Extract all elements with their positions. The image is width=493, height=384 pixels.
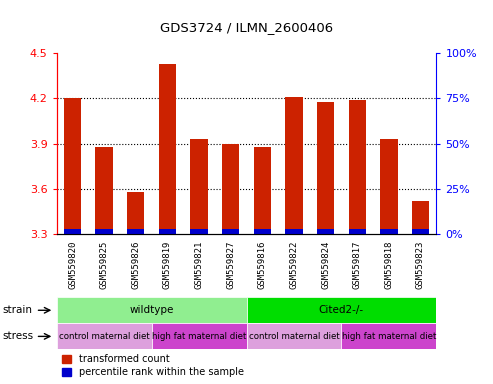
Text: high fat maternal diet: high fat maternal diet (152, 332, 246, 341)
Bar (159, 229, 176, 234)
Text: high fat maternal diet: high fat maternal diet (342, 332, 436, 341)
Bar (57, 297, 246, 323)
Bar (190, 139, 208, 234)
Text: GSM559827: GSM559827 (226, 241, 235, 289)
Text: control maternal diet: control maternal diet (59, 332, 149, 341)
Text: GSM559819: GSM559819 (163, 241, 172, 289)
Bar (222, 229, 240, 234)
Text: GSM559818: GSM559818 (385, 241, 393, 289)
Text: GSM559821: GSM559821 (195, 241, 204, 289)
Bar (190, 229, 208, 234)
Text: GSM559820: GSM559820 (68, 241, 77, 289)
Bar (253, 147, 271, 234)
Bar (285, 97, 303, 234)
Text: strain: strain (2, 305, 33, 315)
Text: GSM559822: GSM559822 (289, 241, 298, 289)
Text: GSM559823: GSM559823 (416, 241, 425, 289)
Bar (64, 98, 81, 234)
Bar (127, 192, 144, 234)
Bar (57, 323, 152, 349)
Bar (246, 323, 341, 349)
Bar (349, 229, 366, 234)
Bar (127, 229, 144, 234)
Bar (222, 144, 240, 234)
Bar (96, 229, 113, 234)
Text: GSM559816: GSM559816 (258, 241, 267, 289)
Bar (380, 139, 397, 234)
Bar (317, 229, 334, 234)
Bar (341, 323, 436, 349)
Bar (253, 229, 271, 234)
Legend: transformed count, percentile rank within the sample: transformed count, percentile rank withi… (62, 354, 244, 377)
Bar (380, 229, 397, 234)
Bar (96, 147, 113, 234)
Bar (159, 64, 176, 234)
Bar (64, 229, 81, 234)
Bar (152, 323, 246, 349)
Text: GSM559826: GSM559826 (131, 241, 141, 289)
Text: stress: stress (2, 331, 34, 341)
Bar (349, 100, 366, 234)
Text: GSM559824: GSM559824 (321, 241, 330, 289)
Text: wildtype: wildtype (129, 305, 174, 315)
Bar (285, 229, 303, 234)
Text: GDS3724 / ILMN_2600406: GDS3724 / ILMN_2600406 (160, 21, 333, 34)
Text: GSM559817: GSM559817 (352, 241, 362, 289)
Bar (412, 229, 429, 234)
Text: control maternal diet: control maternal diet (248, 332, 339, 341)
Text: GSM559825: GSM559825 (100, 241, 108, 289)
Bar (412, 201, 429, 234)
Bar (317, 101, 334, 234)
Text: Cited2-/-: Cited2-/- (319, 305, 364, 315)
Bar (246, 297, 436, 323)
